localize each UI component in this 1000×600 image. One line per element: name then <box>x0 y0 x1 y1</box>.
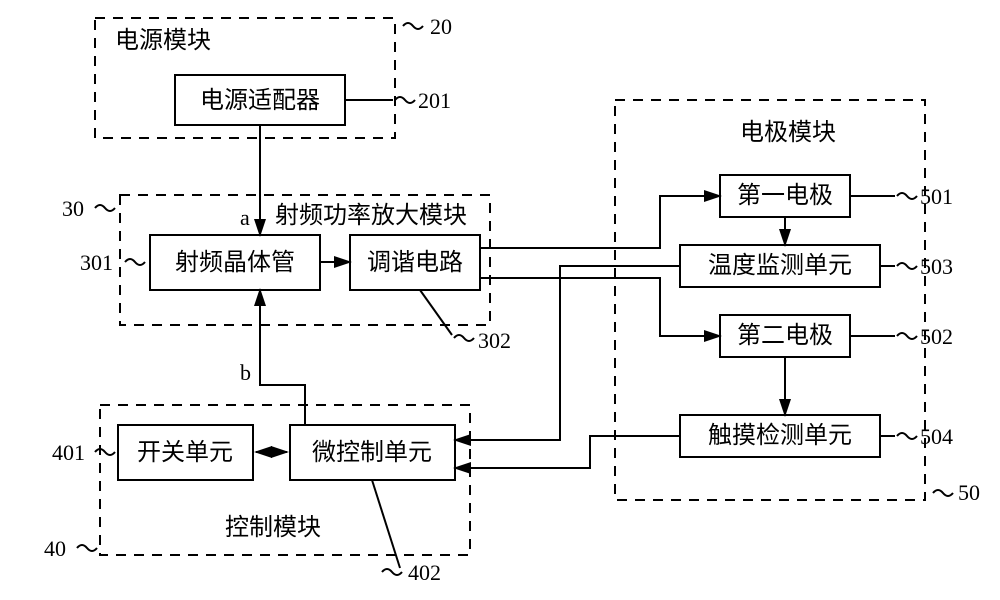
transistor-label: 射频晶体管 <box>175 249 295 276</box>
ref-201-tilde <box>395 97 415 103</box>
ref-302: 302 <box>478 328 511 353</box>
ref-401: 401 <box>52 440 85 465</box>
tempmon-label: 温度监测单元 <box>708 252 852 279</box>
ref-301: 301 <box>80 250 113 275</box>
ref-302-tilde <box>454 335 474 341</box>
control-module-label: 控制模块 <box>225 514 321 541</box>
edge-a-label: a <box>240 205 250 230</box>
ref-50-tilde <box>933 490 953 496</box>
electrode-module-label: 电极模块 <box>740 119 836 146</box>
ref-501-tilde <box>897 193 917 199</box>
ref-401-tilde <box>95 449 115 455</box>
power-module-label: 电源模块 <box>115 27 211 54</box>
ref-301-tilde <box>125 259 145 265</box>
ref-30: 30 <box>62 196 84 221</box>
edge-tuner-to-electrode1 <box>480 196 720 248</box>
mcu-label: 微控制单元 <box>312 439 432 466</box>
ref-302-leader <box>420 290 452 335</box>
edge-b-label: b <box>240 360 251 385</box>
ref-201: 201 <box>418 88 451 113</box>
ref-40-tilde <box>77 545 97 551</box>
ref-502-tilde <box>897 333 917 339</box>
ref-20-tilde <box>403 23 423 29</box>
rf-module-label: 射频功率放大模块 <box>275 202 467 229</box>
ref-30-tilde <box>95 205 115 211</box>
ref-402-tilde <box>382 569 402 575</box>
ref-503-tilde <box>897 263 917 269</box>
ref-402: 402 <box>408 560 441 585</box>
ref-504-tilde <box>897 433 917 439</box>
ref-504: 504 <box>920 424 953 449</box>
ref-503: 503 <box>920 254 953 279</box>
switch-label: 开关单元 <box>137 439 233 466</box>
electrode1-label: 第一电极 <box>737 182 833 209</box>
ref-502: 502 <box>920 324 953 349</box>
edge-tempmon-to-mcu <box>455 266 680 440</box>
ref-40: 40 <box>44 536 66 561</box>
ref-501: 501 <box>920 184 953 209</box>
tuner-label: 调谐电路 <box>367 249 463 276</box>
adapter-label: 电源适配器 <box>200 87 320 114</box>
ref-20: 20 <box>430 14 452 39</box>
touch-label: 触摸检测单元 <box>708 422 852 449</box>
block-diagram: 电源模块 射频功率放大模块 控制模块 电极模块 电源适配器 射频晶体管 调谐电路… <box>0 0 1000 600</box>
ref-50: 50 <box>958 480 980 505</box>
electrode2-label: 第二电极 <box>737 322 833 349</box>
